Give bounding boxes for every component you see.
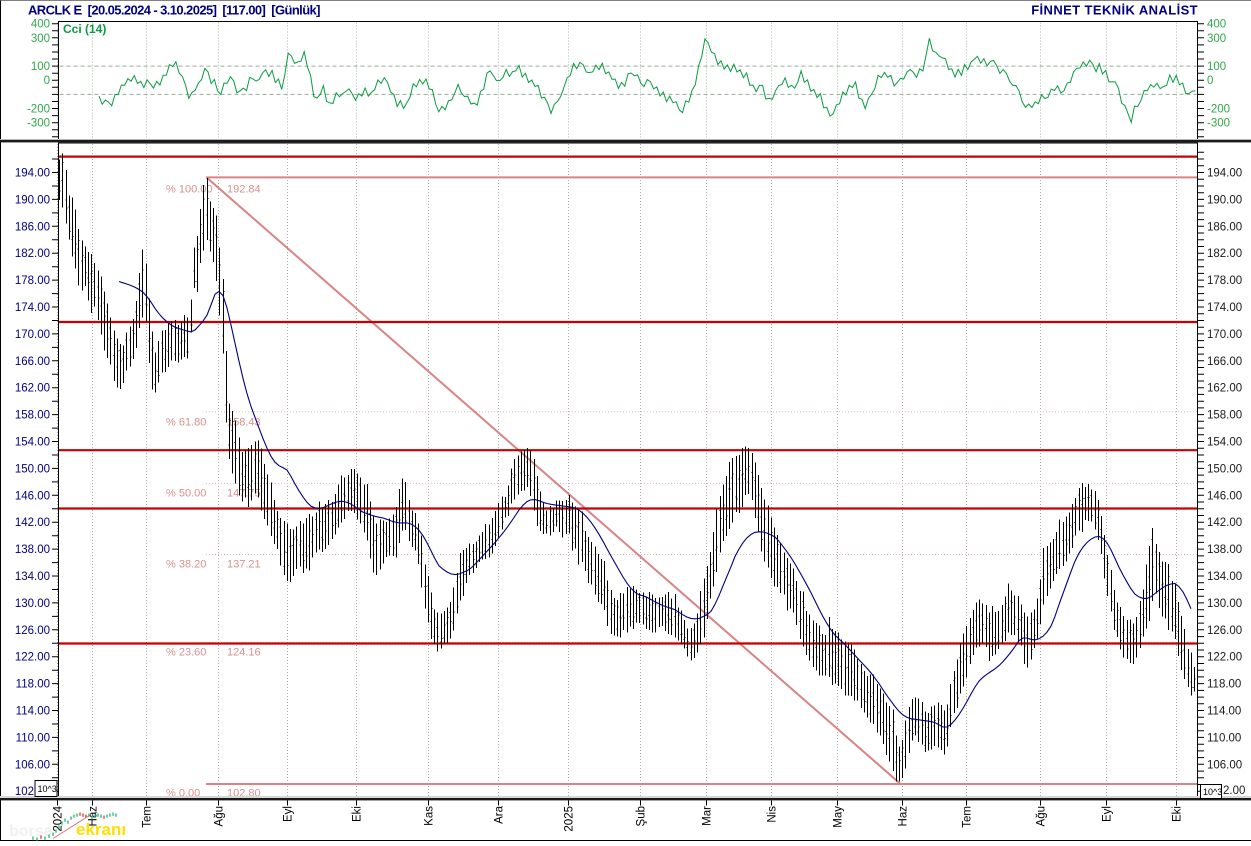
svg-text:ARCLK E [20.05.2024 - 3.10.20: ARCLK E [20.05.2024 - 3.10.2025] [117.00…	[28, 3, 320, 18]
svg-text:Cci (14): Cci (14)	[63, 22, 106, 36]
svg-text:Ara: Ara	[494, 805, 506, 824]
svg-text:134.00: 134.00	[15, 571, 50, 583]
svg-text:-200: -200	[27, 104, 50, 116]
svg-text:Şub: Şub	[636, 806, 648, 826]
svg-text:186.00: 186.00	[15, 221, 50, 233]
svg-text:Eki: Eki	[352, 806, 364, 822]
svg-text:Haz: Haz	[88, 806, 100, 827]
svg-text:FİNNET TEKNİK ANALİST: FİNNET TEKNİK ANALİST	[1031, 3, 1198, 18]
svg-text:ekranı: ekranı	[76, 820, 126, 839]
svg-text:Eyl: Eyl	[1102, 806, 1114, 822]
svg-text:2025: 2025	[564, 806, 576, 832]
svg-text:162.00: 162.00	[1207, 383, 1242, 395]
svg-text:182.00: 182.00	[15, 248, 50, 260]
svg-text:Haz: Haz	[898, 806, 910, 827]
svg-text:400: 400	[1207, 19, 1226, 31]
svg-text:190.00: 190.00	[15, 194, 50, 206]
svg-text:126.00: 126.00	[15, 625, 50, 637]
svg-text:150.00: 150.00	[15, 463, 50, 475]
svg-text:174.00: 174.00	[15, 302, 50, 314]
svg-text:Mar: Mar	[702, 806, 714, 826]
svg-text:100: 100	[31, 61, 50, 73]
svg-text:114.00: 114.00	[1207, 706, 1241, 718]
svg-text:194.00: 194.00	[1207, 168, 1242, 180]
svg-text:110.00: 110.00	[1207, 732, 1241, 744]
svg-text:146.00: 146.00	[1207, 490, 1242, 502]
svg-text:142.00: 142.00	[1207, 517, 1242, 529]
svg-text:122.00: 122.00	[1207, 652, 1242, 664]
svg-text:134.00: 134.00	[1207, 571, 1242, 583]
svg-text:182.00: 182.00	[1207, 248, 1242, 260]
svg-text:Kas: Kas	[424, 806, 436, 826]
svg-text:166.00: 166.00	[1207, 356, 1242, 368]
svg-text:162.00: 162.00	[15, 383, 50, 395]
svg-text:Nis: Nis	[767, 806, 779, 823]
svg-text:114.00: 114.00	[16, 706, 50, 718]
svg-text:100: 100	[1207, 61, 1226, 73]
svg-text:Tem: Tem	[142, 806, 154, 828]
svg-text:106.00: 106.00	[15, 759, 50, 771]
svg-text:186.00: 186.00	[1207, 221, 1242, 233]
svg-text:118.00: 118.00	[16, 679, 50, 691]
svg-text:% 38.20: % 38.20	[166, 559, 206, 571]
svg-text:147.75: 147.75	[227, 488, 261, 500]
svg-text:150.00: 150.00	[1207, 463, 1242, 475]
svg-text:154.00: 154.00	[1207, 437, 1242, 449]
svg-text:Eki: Eki	[1172, 806, 1184, 822]
svg-text:166.00: 166.00	[15, 356, 50, 368]
svg-text:192.84: 192.84	[227, 184, 261, 196]
svg-text:-300: -300	[27, 118, 50, 130]
svg-text:-300: -300	[1207, 118, 1230, 130]
svg-text:138.00: 138.00	[1207, 544, 1242, 556]
svg-text:-200: -200	[1207, 104, 1230, 116]
svg-text:154.00: 154.00	[15, 437, 50, 449]
svg-text:400: 400	[31, 19, 50, 31]
svg-text:174.00: 174.00	[1207, 302, 1242, 314]
svg-text:% 61.80: % 61.80	[166, 417, 206, 429]
svg-text:Tem: Tem	[962, 806, 974, 828]
svg-text:178.00: 178.00	[1207, 275, 1242, 287]
svg-text:122.00: 122.00	[15, 652, 50, 664]
svg-text:158.00: 158.00	[1207, 410, 1242, 422]
svg-text:106.00: 106.00	[1207, 759, 1242, 771]
svg-text:158.00: 158.00	[15, 410, 50, 422]
svg-text:300: 300	[1207, 33, 1226, 45]
svg-text:May: May	[833, 806, 845, 828]
svg-text:178.00: 178.00	[15, 275, 50, 287]
svg-text:130.00: 130.00	[1207, 598, 1242, 610]
svg-text:10^3: 10^3	[1203, 787, 1222, 797]
svg-text:2024: 2024	[53, 805, 65, 831]
svg-text:124.16: 124.16	[227, 647, 261, 659]
svg-text:% 23.60: % 23.60	[166, 647, 206, 659]
svg-text:126.00: 126.00	[1207, 625, 1242, 637]
svg-text:190.00: 190.00	[1207, 194, 1242, 206]
svg-text:borsa: borsa	[9, 823, 53, 840]
svg-text:170.00: 170.00	[15, 329, 50, 341]
svg-text:138.00: 138.00	[15, 544, 50, 556]
svg-text:142.00: 142.00	[15, 517, 50, 529]
svg-text:130.00: 130.00	[15, 598, 50, 610]
svg-text:% 100.00: % 100.00	[166, 184, 212, 196]
svg-text:110.00: 110.00	[16, 732, 50, 744]
svg-text:10^3: 10^3	[38, 784, 57, 794]
svg-text:118.00: 118.00	[1207, 679, 1241, 691]
svg-text:Eyl: Eyl	[283, 806, 295, 822]
svg-text:2.00: 2.00	[1223, 785, 1245, 797]
svg-text:% 50.00: % 50.00	[166, 488, 206, 500]
svg-text:194.00: 194.00	[15, 168, 50, 180]
svg-text:0: 0	[1207, 75, 1213, 87]
svg-text:146.00: 146.00	[15, 490, 50, 502]
svg-text:137.21: 137.21	[227, 559, 261, 571]
svg-text:Ağu: Ağu	[214, 806, 226, 826]
svg-text:300: 300	[31, 33, 50, 45]
svg-text:Ağu: Ağu	[1036, 806, 1048, 826]
svg-text:170.00: 170.00	[1207, 329, 1242, 341]
svg-text:0: 0	[44, 75, 50, 87]
